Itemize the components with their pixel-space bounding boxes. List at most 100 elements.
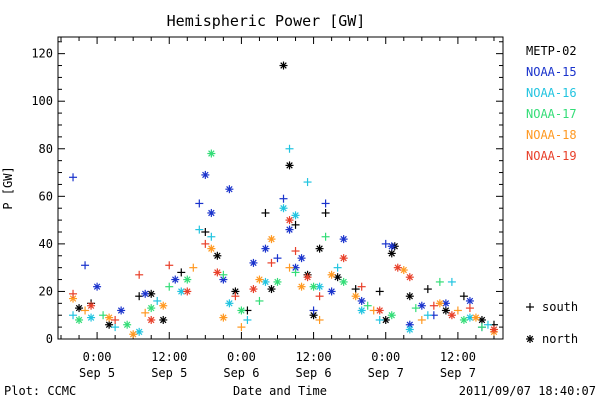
data-point-noaa-18 [105, 313, 114, 322]
data-point-noaa-15 [201, 170, 210, 179]
data-point-metp-02 [477, 315, 486, 324]
data-point-noaa-17 [411, 304, 420, 313]
x-tick-time: 12:00 [296, 350, 332, 364]
data-point-noaa-16 [315, 282, 324, 291]
data-point-noaa-18 [471, 313, 480, 322]
data-point-noaa-18 [351, 292, 360, 301]
data-point-metp-02 [441, 306, 450, 315]
data-point-noaa-16 [465, 313, 474, 322]
data-point-metp-02 [159, 315, 168, 324]
data-point-noaa-18 [189, 263, 198, 272]
x-tick-date: Sep 7 [440, 366, 476, 380]
data-point-noaa-16 [447, 277, 456, 286]
data-point-metp-02 [459, 292, 468, 301]
data-point-noaa-15 [339, 235, 348, 244]
data-point-noaa-17 [183, 275, 192, 284]
data-point-noaa-16 [111, 323, 120, 332]
x-tick-date: Sep 6 [296, 366, 332, 380]
data-point-noaa-15 [195, 199, 204, 208]
data-point-noaa-17 [207, 149, 216, 158]
data-point-metp-02 [351, 285, 360, 294]
data-point-noaa-19 [447, 311, 456, 320]
data-point-noaa-16 [333, 263, 342, 272]
data-point-noaa-15 [93, 282, 102, 291]
data-points [69, 61, 498, 339]
data-point-noaa-18 [219, 313, 228, 322]
data-point-noaa-17 [321, 232, 330, 241]
legend-item: NOAA-18 [526, 128, 577, 142]
data-point-noaa-15 [171, 275, 180, 284]
marker-legend: south north [526, 300, 578, 346]
data-point-noaa-16 [195, 225, 204, 234]
plot-frame [57, 36, 504, 340]
data-point-noaa-18 [129, 330, 138, 339]
data-point-noaa-17 [309, 282, 318, 291]
data-point-noaa-18 [297, 282, 306, 291]
data-point-metp-02 [321, 208, 330, 217]
data-point-noaa-17 [75, 315, 84, 324]
marker-legend-symbol [526, 303, 534, 311]
data-point-noaa-16 [225, 299, 234, 308]
data-point-noaa-16 [375, 315, 384, 324]
x-tick-time: 0:00 [83, 350, 112, 364]
x-axis: 0:00 Sep 5 12:00 Sep 5 0:00 Sep 6 12:00 Sep 6 0:… [60, 37, 495, 380]
data-point-metp-02 [291, 220, 300, 229]
data-point-noaa-18 [207, 244, 216, 253]
x-tick-time: 12:00 [151, 350, 187, 364]
data-point-noaa-17 [147, 304, 156, 313]
y-tick-label: 60 [39, 189, 53, 203]
data-point-noaa-19 [147, 315, 156, 324]
data-point-noaa-15 [225, 185, 234, 194]
data-point-noaa-19 [201, 239, 210, 248]
data-point-noaa-18 [267, 235, 276, 244]
data-point-noaa-16 [303, 178, 312, 187]
data-point-metp-02 [201, 227, 210, 236]
data-point-noaa-19 [291, 247, 300, 256]
x-axis-label: Date and Time [233, 384, 327, 398]
data-point-noaa-15 [141, 289, 150, 298]
data-point-metp-02 [213, 251, 222, 260]
data-point-noaa-15 [357, 296, 366, 305]
data-point-noaa-19 [213, 268, 222, 277]
data-point-metp-02 [285, 161, 294, 170]
data-point-noaa-19 [465, 304, 474, 313]
data-point-metp-02 [135, 292, 144, 301]
legend-item: NOAA-16 [526, 86, 577, 100]
data-point-noaa-19 [393, 263, 402, 272]
data-point-noaa-17 [339, 277, 348, 286]
data-point-noaa-16 [405, 325, 414, 334]
data-point-noaa-17 [363, 301, 372, 310]
legend-item: NOAA-15 [526, 65, 577, 79]
data-point-noaa-18 [237, 323, 246, 332]
x-tick-time: 12:00 [440, 350, 476, 364]
data-point-noaa-18 [159, 301, 168, 310]
data-point-metp-02 [279, 61, 288, 70]
data-point-metp-02 [147, 289, 156, 298]
data-point-noaa-15 [321, 199, 330, 208]
legend-item: NOAA-19 [526, 149, 577, 163]
data-point-noaa-18 [255, 275, 264, 284]
data-point-metp-02 [375, 287, 384, 296]
data-point-noaa-19 [315, 292, 324, 301]
data-point-noaa-19 [357, 282, 366, 291]
data-point-noaa-15 [285, 225, 294, 234]
data-point-noaa-19 [111, 315, 120, 324]
data-point-noaa-17 [435, 277, 444, 286]
data-point-noaa-17 [291, 268, 300, 277]
data-point-metp-02 [177, 268, 186, 277]
data-point-noaa-19 [375, 306, 384, 315]
data-point-noaa-18 [417, 315, 426, 324]
y-tick-label: 40 [39, 237, 53, 251]
data-point-noaa-19 [87, 301, 96, 310]
marker-legend-symbol [526, 335, 534, 343]
x-tick-time: 0:00 [371, 350, 400, 364]
marker-legend-label: south [542, 300, 578, 314]
data-point-noaa-15 [261, 244, 270, 253]
legend-item: METP-02 [526, 44, 577, 58]
y-tick-label: 80 [39, 142, 53, 156]
data-point-noaa-15 [69, 173, 78, 182]
data-point-metp-02 [387, 249, 396, 258]
y-axis: 0 20 40 60 80 100 120 [31, 41, 503, 346]
data-point-noaa-16 [87, 313, 96, 322]
